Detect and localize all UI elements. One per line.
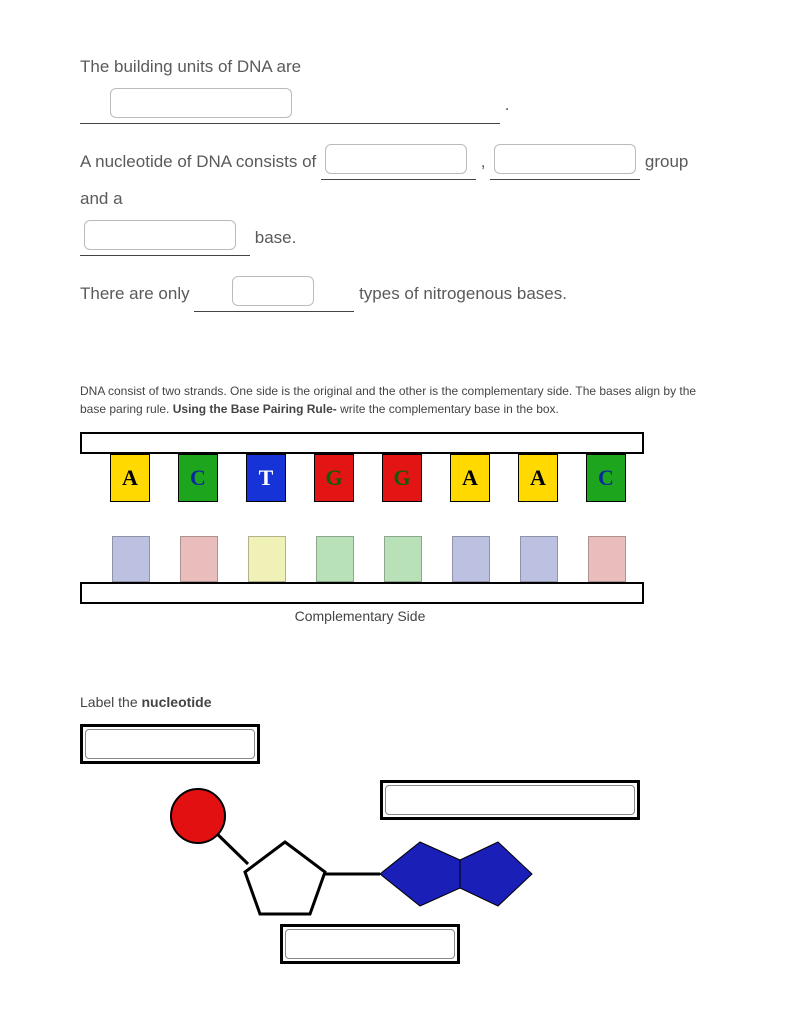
bottom-bases-row: [112, 536, 713, 582]
top-base-7: C: [586, 454, 626, 502]
bottom-base-2[interactable]: [248, 536, 286, 582]
top-bases-row: ACTGGAAC: [110, 454, 713, 502]
top-base-1: C: [178, 454, 218, 502]
q2-blank-2: [490, 142, 640, 180]
q2-base: base.: [255, 228, 297, 247]
bottom-base-7[interactable]: [588, 536, 626, 582]
bottom-base-1[interactable]: [180, 536, 218, 582]
q2-blank-3: [80, 218, 250, 256]
q1-post: .: [505, 95, 510, 114]
q3-blank: [194, 274, 354, 312]
q2-input-1[interactable]: [325, 144, 467, 174]
top-base-2: T: [246, 454, 286, 502]
base-shape: [380, 842, 532, 906]
bottom-base-3[interactable]: [316, 536, 354, 582]
nucleotide-pre: Label the: [80, 694, 142, 710]
top-base-3: G: [314, 454, 354, 502]
sugar-shape: [245, 842, 325, 914]
q3-input[interactable]: [232, 276, 314, 306]
q2-pre: A nucleotide of DNA consists of: [80, 152, 321, 171]
q1-pre: The building units of DNA are: [80, 57, 301, 76]
question-2: A nucleotide of DNA consists of , group …: [80, 142, 713, 256]
q1-blank-line: [80, 85, 500, 123]
q1-input[interactable]: [110, 88, 292, 118]
question-3: There are only types of nitrogenous base…: [80, 274, 713, 312]
pairing-line2: write the complementary base in the box.: [340, 402, 559, 416]
nucleotide-svg: [80, 724, 680, 964]
q2-mid1: ,: [481, 152, 490, 171]
q2-blank-1: [321, 142, 476, 180]
nucleotide-bold: nucleotide: [142, 694, 212, 710]
nucleotide-diagram: [80, 724, 680, 964]
top-base-0: A: [110, 454, 150, 502]
bottom-base-5[interactable]: [452, 536, 490, 582]
top-base-4: G: [382, 454, 422, 502]
bottom-base-0[interactable]: [112, 536, 150, 582]
phosphate-shape: [171, 789, 225, 843]
top-base-6: A: [518, 454, 558, 502]
question-1: The building units of DNA are .: [80, 48, 713, 124]
bottom-backbone: [80, 582, 644, 604]
top-backbone: [80, 432, 644, 454]
complementary-label: Complementary Side: [80, 608, 640, 624]
top-base-5: A: [450, 454, 490, 502]
q2-input-2[interactable]: [494, 144, 636, 174]
q3-post: types of nitrogenous bases.: [359, 284, 567, 303]
pairing-bold: Using the Base Pairing Rule-: [173, 402, 340, 416]
bottom-base-6[interactable]: [520, 536, 558, 582]
bottom-base-4[interactable]: [384, 536, 422, 582]
q3-pre: There are only: [80, 284, 194, 303]
nucleotide-section-label: Label the nucleotide: [80, 694, 713, 710]
q2-input-3[interactable]: [84, 220, 236, 250]
pairing-instructions: DNA consist of two strands. One side is …: [80, 382, 713, 418]
